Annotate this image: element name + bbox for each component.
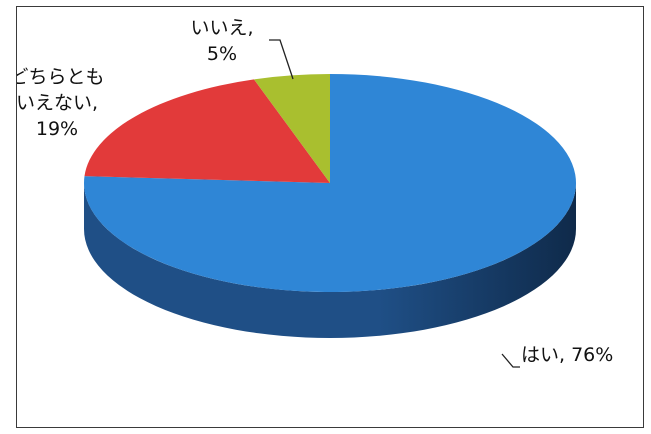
data-label-1: はい, 76%: [521, 344, 613, 366]
pie-slice-2: [84, 79, 330, 183]
chart-frame: はい, 76% どちらともいえない, 19% いいえ, 5%: [16, 6, 644, 428]
data-label-3: いいえ, 5%: [190, 17, 253, 65]
pie-slice-3: [253, 74, 330, 183]
data-labels: はい, 76% どちらともいえない, 19% いいえ, 5%: [17, 17, 613, 366]
pie-chart: はい, 76% どちらともいえない, 19% いいえ, 5%: [17, 17, 613, 368]
leader-line-1: [501, 353, 520, 368]
pie-side-1: [84, 183, 576, 338]
data-label-2: どちらともいえない, 19%: [17, 66, 105, 140]
pie-sides: [84, 183, 576, 338]
leader-line-3: [269, 39, 294, 80]
leader-lines: [269, 39, 520, 368]
pie-tops: [84, 74, 576, 292]
